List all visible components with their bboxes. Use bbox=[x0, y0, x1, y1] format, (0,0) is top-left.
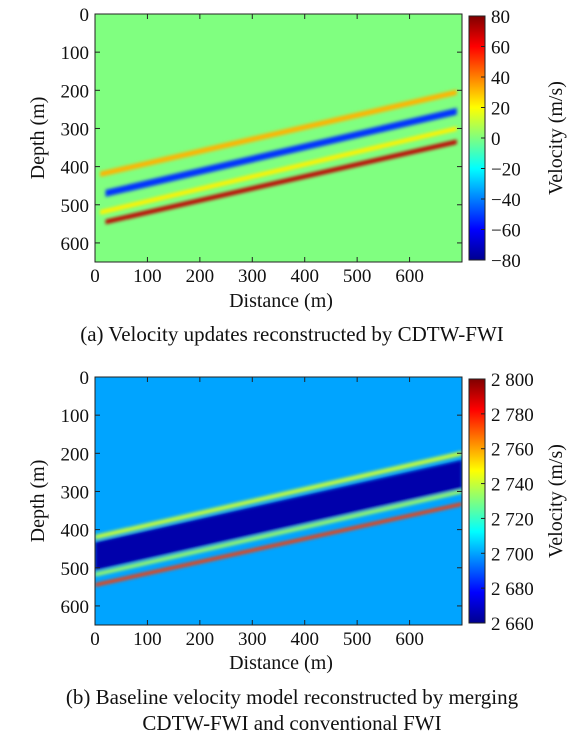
colorbar-label-b: Velocity (m/s) bbox=[545, 444, 567, 558]
x-tick-label: 0 bbox=[90, 266, 100, 287]
x-tick-label: 0 bbox=[90, 629, 100, 650]
y-tick-label: 300 bbox=[61, 119, 90, 140]
layer-a-1 bbox=[100, 89, 457, 177]
y-tick-label: 200 bbox=[61, 81, 90, 102]
y-tick-label: 500 bbox=[61, 196, 90, 217]
x-tick-label: 400 bbox=[290, 266, 319, 287]
heatmap-a bbox=[95, 14, 462, 262]
y-tick-label: 100 bbox=[61, 406, 90, 427]
layer-a-3 bbox=[100, 126, 457, 215]
colorbar-tick-label: 2 660 bbox=[491, 614, 534, 635]
x-tick-label: 100 bbox=[133, 266, 162, 287]
caption-b-line2: CDTW-FWI and conventional FWI bbox=[142, 711, 442, 735]
layer-b-4 bbox=[95, 502, 462, 587]
colorbar-tick-label: 0 bbox=[491, 129, 501, 150]
colorbar-tick-label: 2 800 bbox=[491, 370, 534, 391]
x-tick-label: 600 bbox=[395, 266, 424, 287]
y-tick-label: 0 bbox=[80, 368, 90, 389]
x-tick-label: 500 bbox=[343, 266, 372, 287]
caption-a: (a) Velocity updates reconstructed by CD… bbox=[80, 322, 504, 346]
layer-b-1 bbox=[95, 451, 462, 540]
x-tick-label: 400 bbox=[290, 629, 319, 650]
colorbar-label-a: Velocity (m/s) bbox=[545, 81, 567, 195]
colorbar-tick-label: 2 760 bbox=[491, 440, 534, 461]
x-tick-label: 300 bbox=[238, 266, 267, 287]
x-tick-label: 500 bbox=[343, 629, 372, 650]
layer-b-2 bbox=[95, 460, 462, 571]
colorbar-tick-label: −60 bbox=[491, 221, 521, 242]
y-tick-label: 300 bbox=[61, 482, 90, 503]
x-tick-label: 200 bbox=[186, 266, 215, 287]
colorbar-tick-label: 2 740 bbox=[491, 475, 534, 496]
heatmap-b bbox=[95, 377, 462, 625]
y-tick-label: 100 bbox=[61, 43, 90, 64]
heatmap-a-background bbox=[95, 14, 462, 262]
colorbar-tick-label: 2 680 bbox=[491, 579, 534, 600]
x-axis-label-a: Distance (m) bbox=[229, 290, 333, 312]
colorbar-tick-label: 2 720 bbox=[491, 509, 534, 530]
plot-frame-a bbox=[94, 13, 463, 263]
colorbar-tick-label: 2 700 bbox=[491, 544, 534, 565]
colorbar-tick-label: 20 bbox=[491, 99, 510, 120]
x-tick-label: 600 bbox=[395, 629, 424, 650]
y-tick-label: 0 bbox=[80, 5, 90, 26]
y-tick-label: 600 bbox=[61, 234, 90, 255]
y-tick-label: 400 bbox=[61, 521, 90, 542]
colorbar-tick-label: −80 bbox=[491, 251, 521, 272]
layer-a-4 bbox=[105, 139, 457, 225]
y-tick-label: 600 bbox=[61, 597, 90, 618]
y-axis-label-b: Depth (m) bbox=[27, 460, 49, 543]
y-tick-label: 400 bbox=[61, 158, 90, 179]
y-tick-label: 200 bbox=[61, 444, 90, 465]
panel-b: 0 100 200 300 400 500 600 0100200300400500600 … bbox=[27, 368, 567, 674]
x-tick-label: 200 bbox=[186, 629, 215, 650]
layer-b-3 bbox=[95, 489, 462, 577]
caption-b-line1: (b) Baseline velocity model reconstructe… bbox=[65, 685, 519, 709]
y-axis-label-a: Depth (m) bbox=[27, 97, 49, 180]
colorbar-tick-label: 2 780 bbox=[491, 405, 534, 426]
colorbar-tick-label: 60 bbox=[491, 38, 510, 59]
panel-a: 0 100 200 300 400 500 600 0100200300400500600 … bbox=[27, 5, 567, 312]
plot-frame-b bbox=[94, 376, 463, 626]
y-tick-label: 500 bbox=[61, 559, 90, 580]
colorbar-tick-label: −40 bbox=[491, 190, 521, 211]
colorbar-tick-label: 80 bbox=[491, 7, 510, 28]
layer-a-2 bbox=[105, 107, 457, 197]
colorbar-b bbox=[468, 378, 486, 624]
colorbar-tick-label: 40 bbox=[491, 68, 510, 89]
x-tick-label: 300 bbox=[238, 629, 267, 650]
x-axis-label-b: Distance (m) bbox=[229, 652, 333, 674]
colorbar-tick-label: −20 bbox=[491, 160, 521, 181]
x-tick-label: 100 bbox=[133, 629, 162, 650]
